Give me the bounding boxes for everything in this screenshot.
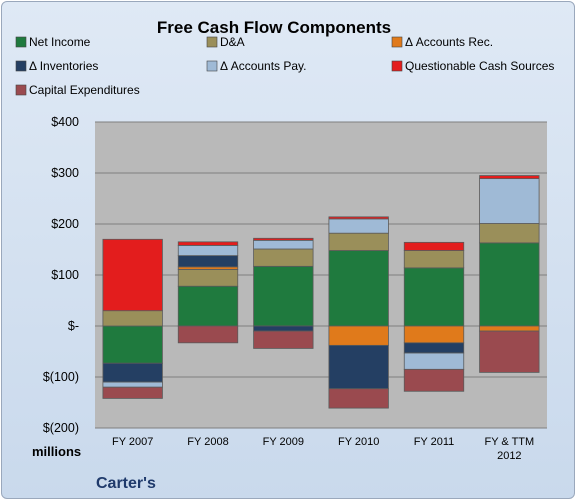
bar-segment	[253, 265, 314, 327]
bar-segment	[102, 310, 163, 327]
legend-item: Δ Inventories	[15, 59, 98, 73]
legend-swatch	[391, 36, 403, 48]
bar-segment	[403, 342, 465, 354]
legend-item: Capital Expenditures	[15, 83, 140, 97]
bar-segment	[253, 330, 314, 349]
legend-label: Δ Accounts Rec.	[405, 35, 493, 49]
bar-segment	[403, 325, 465, 344]
legend-item: Questionable Cash Sources	[391, 59, 554, 73]
bar-segment	[328, 344, 389, 390]
x-tick-label: FY 2009	[263, 436, 304, 448]
bar-segment	[253, 248, 314, 267]
bar-segment	[177, 245, 239, 257]
legend-label: Net Income	[29, 35, 91, 49]
bar-segment	[102, 381, 163, 388]
legend-label: D&A	[220, 35, 245, 49]
legend-item: Δ Accounts Rec.	[391, 35, 493, 49]
bar-segment	[479, 242, 540, 327]
legend-swatch	[206, 60, 218, 72]
y-tick-label: $400	[51, 115, 79, 129]
bar-segment	[403, 368, 465, 392]
legend-label: Capital Expenditures	[29, 83, 140, 97]
bar-segment	[102, 386, 163, 399]
bar-segment	[328, 388, 389, 409]
y-axis-ticks: $(200) $(100) $- $100 $200 $300 $400	[43, 115, 79, 435]
x-tick-label: FY 2011	[414, 436, 455, 448]
bar-segment	[102, 238, 163, 312]
bar-segment	[479, 175, 540, 180]
units-label: millions	[32, 444, 81, 459]
bar-segment	[177, 325, 239, 344]
bar-segment	[328, 216, 389, 220]
bar-segment	[403, 267, 465, 327]
bar-segment	[253, 239, 314, 250]
y-tick-label: $200	[51, 217, 79, 231]
bar-segment	[328, 218, 389, 234]
bar-segment	[328, 325, 389, 346]
bar-segment	[479, 330, 540, 373]
bar-segment	[177, 255, 239, 268]
bar-segment	[102, 362, 163, 383]
gridlines	[95, 121, 547, 429]
bar-segment	[177, 241, 239, 246]
legend-label: Questionable Cash Sources	[405, 59, 554, 73]
legend-item: D&A	[206, 35, 245, 49]
y-tick-label: $-	[68, 319, 79, 333]
bar-segment	[403, 250, 465, 269]
x-tick-label: FY 2007	[112, 436, 153, 448]
x-tick-label: FY 2008	[187, 436, 228, 448]
x-tick-label: FY & TTM 2012	[484, 436, 534, 462]
legend-label: Δ Inventories	[29, 59, 98, 73]
legend-swatch	[391, 60, 403, 72]
x-axis-labels: FY 2007 FY 2008 FY 2009 FY 2010 FY 2011 FY & …	[112, 436, 534, 462]
legend-item: Net Income	[15, 35, 91, 49]
chart-title: Free Cash Flow Components	[157, 18, 391, 37]
bar-segment	[479, 178, 540, 224]
bar-segment	[253, 325, 314, 332]
bar-segment	[102, 325, 163, 364]
bar-segment	[479, 325, 540, 332]
bar-segment	[177, 285, 239, 327]
legend-swatch	[15, 84, 27, 96]
bar-series	[102, 175, 540, 409]
y-tick-label: $(100)	[43, 370, 79, 384]
legend-swatch	[15, 60, 27, 72]
y-tick-label: $300	[51, 166, 79, 180]
bar-segment	[177, 268, 239, 287]
legend-item: Δ Accounts Pay.	[206, 59, 307, 73]
legend-swatch	[206, 36, 218, 48]
bar-segment	[403, 352, 465, 370]
bar-segment	[328, 232, 389, 251]
bar-segment	[253, 237, 314, 241]
bar-segment	[479, 223, 540, 244]
legend-swatch	[15, 36, 27, 48]
legend: Net Income D&A Δ Accounts Rec. Δ Inventorie…	[15, 35, 554, 97]
y-tick-label: $100	[51, 268, 79, 282]
bar-segment	[328, 250, 389, 327]
bar-segment	[403, 241, 465, 251]
brand-label: Carter's	[96, 475, 156, 492]
y-tick-label: $(200)	[43, 421, 79, 435]
x-tick-label: FY 2010	[338, 436, 379, 448]
legend-label: Δ Accounts Pay.	[220, 59, 307, 73]
